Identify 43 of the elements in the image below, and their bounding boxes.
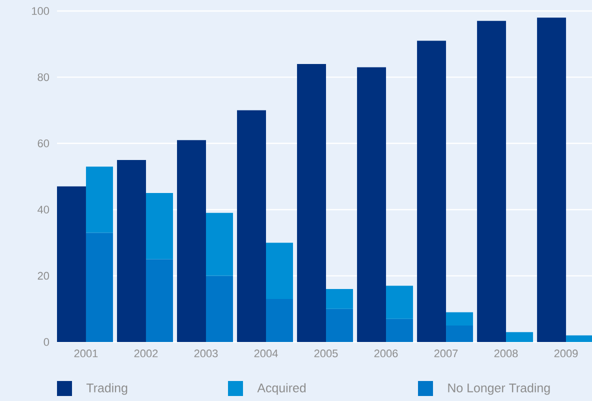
bar	[357, 67, 386, 342]
x-tick-label: 2005	[314, 350, 338, 358]
bar	[117, 160, 146, 342]
bar	[86, 166, 113, 233]
bar	[326, 289, 354, 309]
y-tick-label: 0	[44, 338, 50, 346]
bar	[326, 308, 354, 342]
bar	[206, 276, 233, 342]
bar	[566, 335, 592, 342]
bar	[177, 140, 206, 342]
y-tick-label: 100	[32, 7, 50, 15]
bar	[146, 259, 173, 342]
y-tick-label: 20	[38, 272, 50, 280]
bar	[237, 110, 266, 342]
bar	[266, 298, 293, 342]
legend-label: Acquired	[257, 383, 306, 395]
bar	[57, 186, 86, 342]
bar	[477, 20, 506, 342]
x-tick-label: 2001	[74, 350, 98, 358]
x-tick-label: 2002	[134, 350, 158, 358]
y-tick-label: 80	[38, 73, 50, 82]
x-tick-label: 2004	[254, 350, 278, 358]
bar	[266, 242, 293, 299]
x-tick-label: 2006	[374, 350, 398, 358]
bar	[446, 325, 474, 342]
x-tick-label: 2008	[494, 350, 518, 358]
legend-label: No Longer Trading	[448, 383, 550, 395]
bar	[146, 193, 173, 260]
legend-label: Trading	[86, 383, 128, 395]
bar	[417, 40, 446, 342]
bar	[446, 312, 474, 326]
bar	[506, 332, 534, 342]
bar	[86, 232, 113, 342]
bar	[537, 18, 566, 342]
bar	[386, 286, 414, 319]
x-tick-label: 2009	[554, 350, 578, 358]
y-tick-label: 40	[38, 206, 50, 214]
bar	[206, 212, 233, 276]
bar	[386, 318, 414, 342]
x-tick-label: 2007	[434, 350, 458, 358]
bar	[297, 64, 326, 342]
x-tick-label: 2003	[194, 350, 218, 358]
y-tick-label: 60	[38, 140, 50, 148]
